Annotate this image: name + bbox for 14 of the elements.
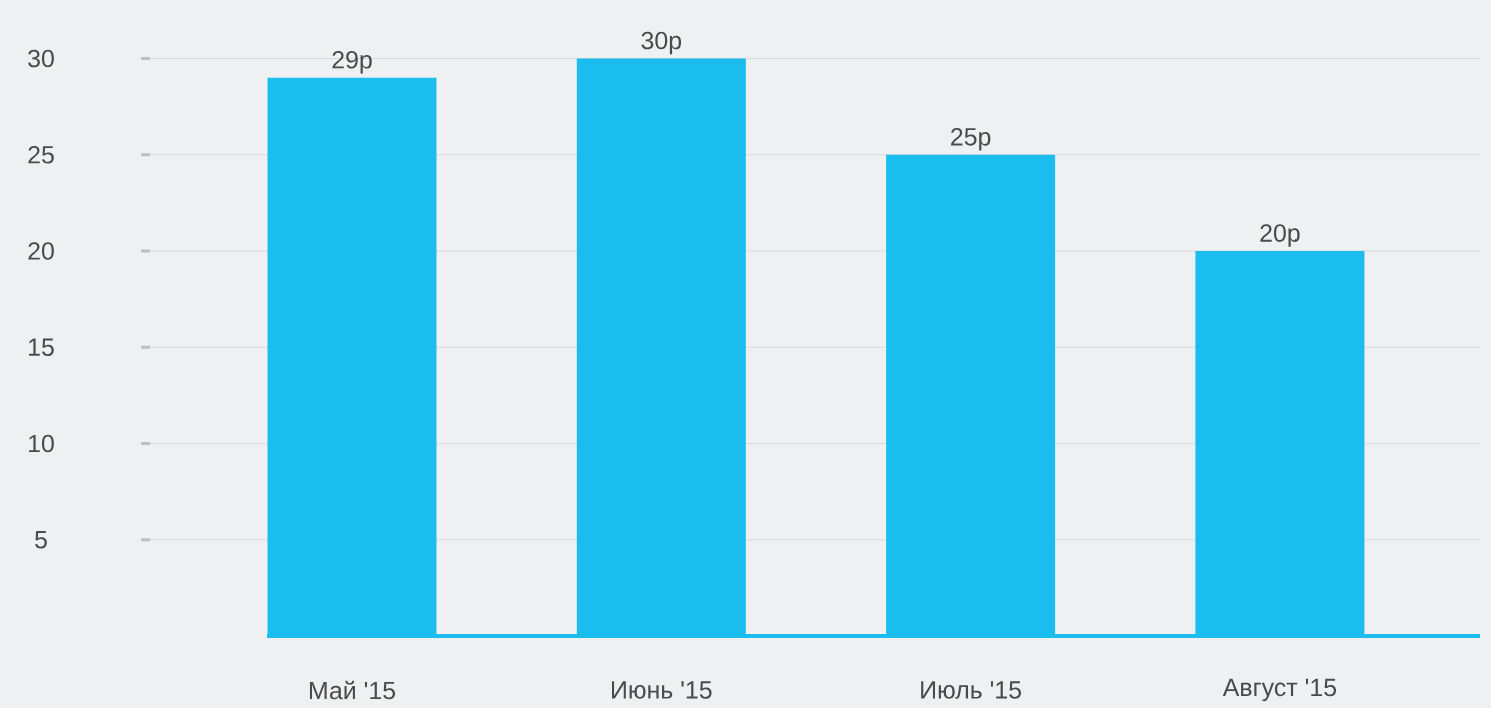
y-tick-label: 15 xyxy=(29,338,54,356)
data-label: 30р xyxy=(641,31,682,55)
y-tick-label: 25 xyxy=(28,145,54,164)
y-tick-label: 10 xyxy=(29,434,54,453)
x-tick-label: Июнь '15 xyxy=(612,681,712,699)
y-tick-label: 20 xyxy=(28,242,54,260)
x-tick-label: Май '15 xyxy=(309,680,396,700)
x-tick-label: Июль '15 xyxy=(921,681,1021,699)
data-label: 20р xyxy=(1260,224,1300,247)
y-tick-label: 30 xyxy=(28,49,54,68)
x-tick-label: Август '15 xyxy=(1222,678,1337,702)
data-label: 29р xyxy=(332,50,372,74)
data-label: 25р xyxy=(951,127,991,151)
y-tick-label: 5 xyxy=(35,531,47,549)
